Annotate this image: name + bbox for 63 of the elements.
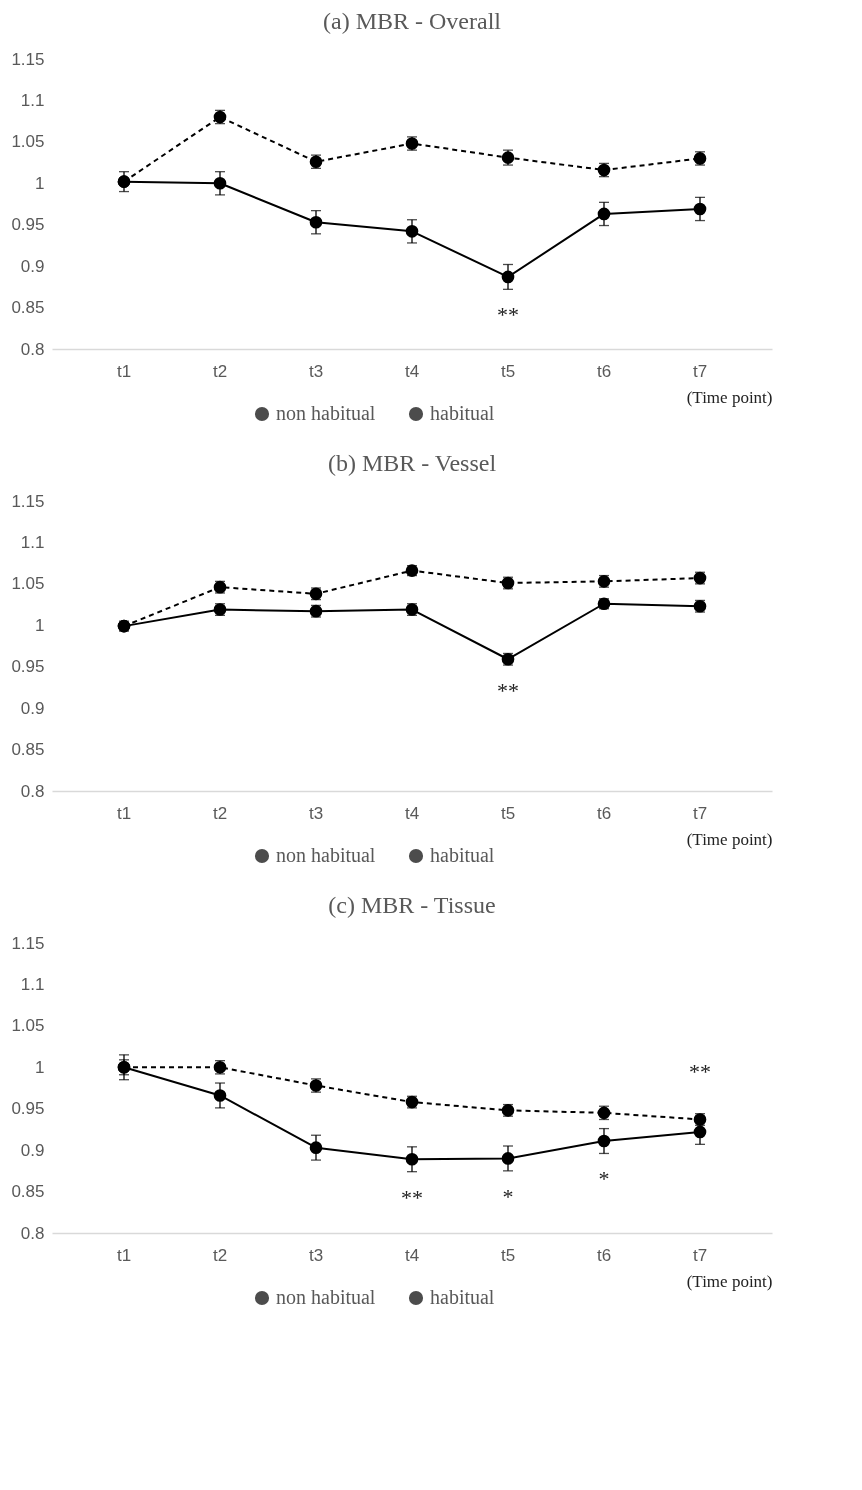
y-tick-label: 1.15 — [11, 491, 45, 511]
y-tick-label: 0.9 — [20, 256, 45, 276]
x-tick-label: t3 — [308, 1245, 324, 1265]
y-tick-label: 1.05 — [11, 1016, 45, 1036]
x-tick-label: t2 — [212, 1245, 228, 1265]
y-tick-label: 0.8 — [20, 1223, 45, 1243]
x-tick-label: t4 — [404, 361, 420, 381]
x-tick-label: t1 — [116, 803, 132, 823]
x-tick-label: t5 — [500, 361, 516, 381]
y-tick-label: 1.05 — [11, 574, 45, 594]
annotation: ** — [497, 302, 519, 328]
annotation: ** — [689, 1058, 711, 1084]
legend-label: non habitual — [276, 1286, 376, 1308]
y-tick-label: 0.8 — [20, 781, 45, 801]
annotation: * — [598, 1166, 610, 1192]
y-tick-label: 0.8 — [20, 339, 45, 359]
y-tick-label: 0.85 — [11, 1182, 45, 1202]
x-tick-label: t3 — [308, 803, 324, 823]
y-tick-label: 1 — [35, 173, 45, 193]
y-tick-label: 0.9 — [20, 1140, 45, 1160]
y-tick-label: 1.15 — [11, 49, 45, 69]
x-tick-label: t4 — [404, 1245, 420, 1265]
legend-label: non habitual — [276, 844, 376, 866]
x-tick-label: t7 — [692, 803, 708, 823]
x-tick-label: t1 — [116, 1245, 132, 1265]
x-tick-label: t1 — [116, 361, 132, 381]
legend-label: habitual — [430, 1286, 495, 1308]
x-tick-label: t6 — [596, 361, 612, 381]
legend-label: habitual — [430, 844, 495, 866]
y-tick-label: 1 — [35, 1057, 45, 1077]
y-tick-label: 0.85 — [11, 740, 45, 760]
legend-label: habitual — [430, 402, 495, 424]
chart-title: (b) MBR - Vessel — [327, 450, 497, 476]
x-axis-title: (Time point) — [686, 1271, 773, 1291]
y-tick-label: 1.1 — [20, 532, 45, 552]
chart-title: (c) MBR - Tissue — [328, 892, 496, 918]
y-tick-label: 1.05 — [11, 132, 45, 152]
x-tick-label: t4 — [404, 803, 420, 823]
y-tick-label: 0.95 — [11, 657, 45, 677]
x-tick-label: t7 — [692, 1245, 708, 1265]
y-tick-label: 1.1 — [20, 90, 45, 110]
y-tick-label: 1.1 — [20, 974, 45, 994]
legend-label: non habitual — [276, 402, 376, 424]
x-tick-label: t6 — [596, 1245, 612, 1265]
x-tick-label: t2 — [212, 803, 228, 823]
x-tick-label: t5 — [500, 803, 516, 823]
y-tick-label: 0.95 — [11, 215, 45, 235]
x-tick-label: t5 — [500, 1245, 516, 1265]
y-tick-label: 1 — [35, 615, 45, 635]
y-tick-label: 0.95 — [11, 1099, 45, 1119]
annotation: ** — [401, 1184, 423, 1210]
x-tick-label: t6 — [596, 803, 612, 823]
x-tick-label: t3 — [308, 361, 324, 381]
annotation: * — [502, 1183, 514, 1209]
x-tick-label: t2 — [212, 361, 228, 381]
y-tick-label: 0.9 — [20, 698, 45, 718]
y-tick-label: 1.15 — [11, 933, 45, 953]
x-tick-label: t7 — [692, 361, 708, 381]
x-axis-title: (Time point) — [686, 387, 773, 407]
chart-title: (a) MBR - Overall — [323, 8, 502, 34]
y-tick-label: 0.85 — [11, 298, 45, 318]
annotation: ** — [497, 678, 519, 704]
x-axis-title: (Time point) — [686, 829, 773, 849]
